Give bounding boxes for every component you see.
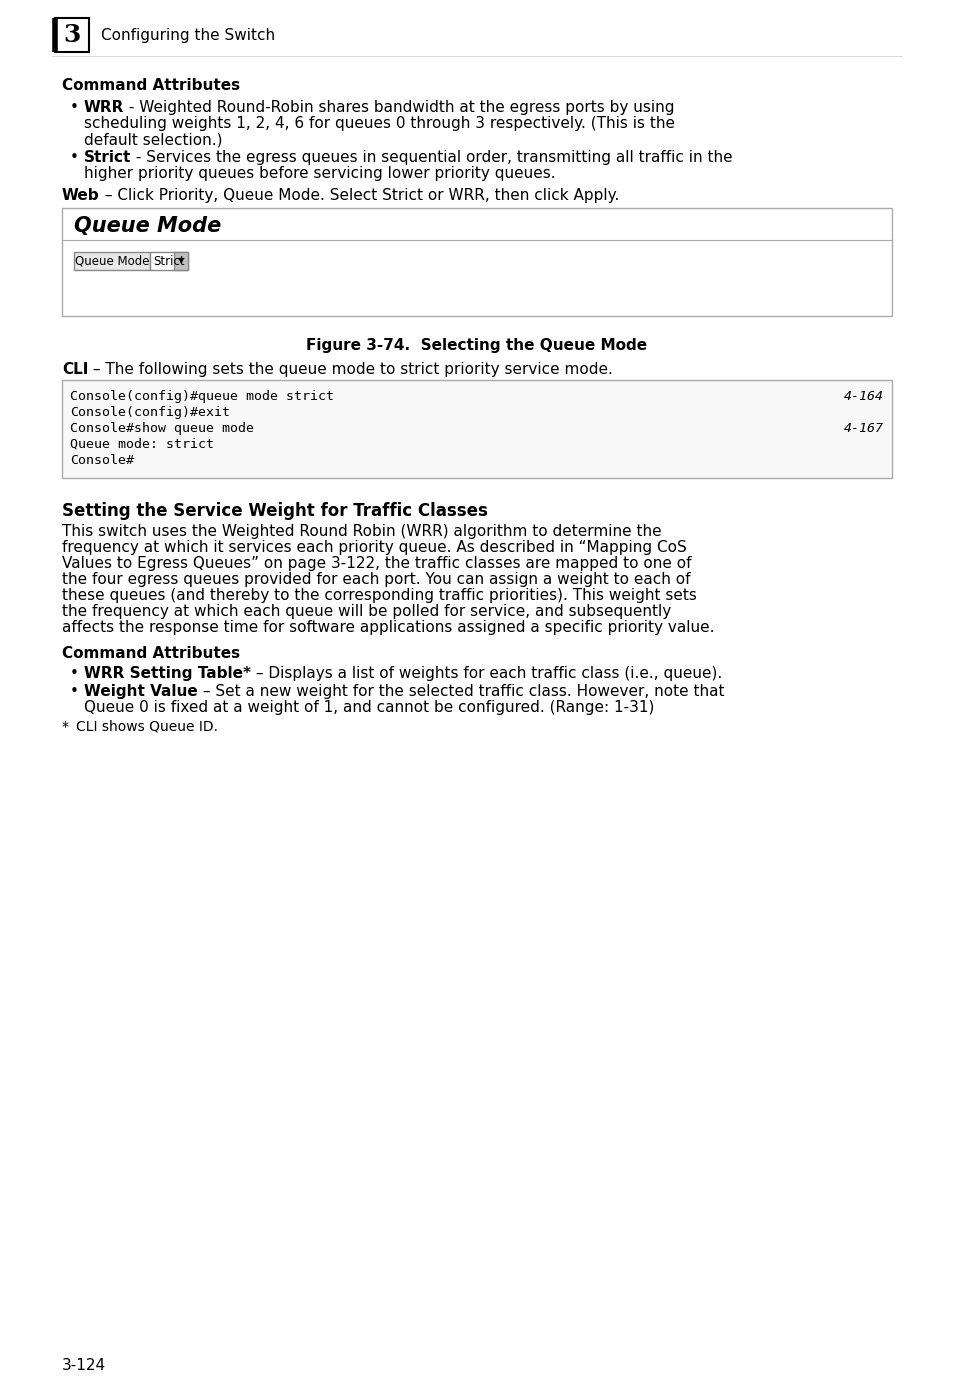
FancyBboxPatch shape — [62, 208, 891, 316]
Text: Command Attributes: Command Attributes — [62, 78, 240, 93]
Text: Setting the Service Weight for Traffic Classes: Setting the Service Weight for Traffic C… — [62, 502, 487, 520]
Text: 4-167: 4-167 — [843, 422, 883, 434]
Text: •: • — [70, 666, 79, 682]
Text: frequency at which it services each priority queue. As described in “Mapping CoS: frequency at which it services each prio… — [62, 540, 686, 555]
Text: WRR: WRR — [84, 100, 124, 115]
Text: default selection.): default selection.) — [84, 132, 222, 147]
Text: – Displays a list of weights for each traffic class (i.e., queue).: – Displays a list of weights for each tr… — [251, 666, 721, 682]
Text: the frequency at which each queue will be polled for service, and subsequently: the frequency at which each queue will b… — [62, 604, 671, 619]
Text: affects the response time for software applications assigned a specific priority: affects the response time for software a… — [62, 620, 714, 634]
FancyBboxPatch shape — [55, 18, 89, 51]
Text: Strict: Strict — [152, 254, 185, 268]
Text: CLI shows Queue ID.: CLI shows Queue ID. — [76, 720, 218, 734]
Text: Configuring the Switch: Configuring the Switch — [101, 28, 274, 43]
Text: Queue mode: strict: Queue mode: strict — [70, 439, 213, 451]
FancyBboxPatch shape — [62, 380, 891, 477]
Text: – Click Priority, Queue Mode. Select Strict or WRR, then click Apply.: – Click Priority, Queue Mode. Select Str… — [99, 187, 618, 203]
Text: •: • — [70, 150, 79, 165]
Text: 3: 3 — [63, 24, 81, 47]
FancyBboxPatch shape — [150, 253, 188, 271]
Text: ▼: ▼ — [177, 257, 184, 265]
Text: •: • — [70, 100, 79, 115]
Text: CLI: CLI — [62, 362, 89, 378]
Text: these queues (and thereby to the corresponding traffic priorities). This weight : these queues (and thereby to the corresp… — [62, 589, 696, 602]
Text: Console(config)#exit: Console(config)#exit — [70, 407, 230, 419]
FancyBboxPatch shape — [74, 253, 150, 271]
Text: – The following sets the queue mode to strict priority service mode.: – The following sets the queue mode to s… — [89, 362, 613, 378]
Text: - Weighted Round-Robin shares bandwidth at the egress ports by using: - Weighted Round-Robin shares bandwidth … — [124, 100, 674, 115]
Text: This switch uses the Weighted Round Robin (WRR) algorithm to determine the: This switch uses the Weighted Round Robi… — [62, 525, 661, 539]
Text: Console#show queue mode: Console#show queue mode — [70, 422, 253, 434]
Text: the four egress queues provided for each port. You can assign a weight to each o: the four egress queues provided for each… — [62, 572, 690, 587]
Text: Console(config)#queue mode strict: Console(config)#queue mode strict — [70, 390, 334, 403]
Text: Console#: Console# — [70, 454, 133, 466]
Text: Queue Mode: Queue Mode — [74, 217, 221, 236]
Text: Queue 0 is fixed at a weight of 1, and cannot be configured. (Range: 1-31): Queue 0 is fixed at a weight of 1, and c… — [84, 700, 654, 715]
Text: •: • — [70, 684, 79, 700]
Text: 4-164: 4-164 — [843, 390, 883, 403]
Text: – Set a new weight for the selected traffic class. However, note that: – Set a new weight for the selected traf… — [197, 684, 723, 700]
Text: - Services the egress queues in sequential order, transmitting all traffic in th: - Services the egress queues in sequenti… — [132, 150, 732, 165]
Text: higher priority queues before servicing lower priority queues.: higher priority queues before servicing … — [84, 167, 555, 180]
Text: Queue Mode: Queue Mode — [74, 254, 149, 268]
Text: *: * — [62, 720, 69, 734]
Text: Figure 3-74.  Selecting the Queue Mode: Figure 3-74. Selecting the Queue Mode — [306, 339, 647, 353]
Text: Values to Egress Queues” on page 3-122, the traffic classes are mapped to one of: Values to Egress Queues” on page 3-122, … — [62, 557, 691, 570]
Text: Weight Value: Weight Value — [84, 684, 197, 700]
Text: scheduling weights 1, 2, 4, 6 for queues 0 through 3 respectively. (This is the: scheduling weights 1, 2, 4, 6 for queues… — [84, 117, 675, 130]
Text: 3-124: 3-124 — [62, 1357, 106, 1373]
Text: Strict: Strict — [84, 150, 132, 165]
Text: Command Attributes: Command Attributes — [62, 645, 240, 661]
FancyBboxPatch shape — [173, 253, 188, 271]
Text: WRR Setting Table*: WRR Setting Table* — [84, 666, 251, 682]
Text: Web: Web — [62, 187, 99, 203]
